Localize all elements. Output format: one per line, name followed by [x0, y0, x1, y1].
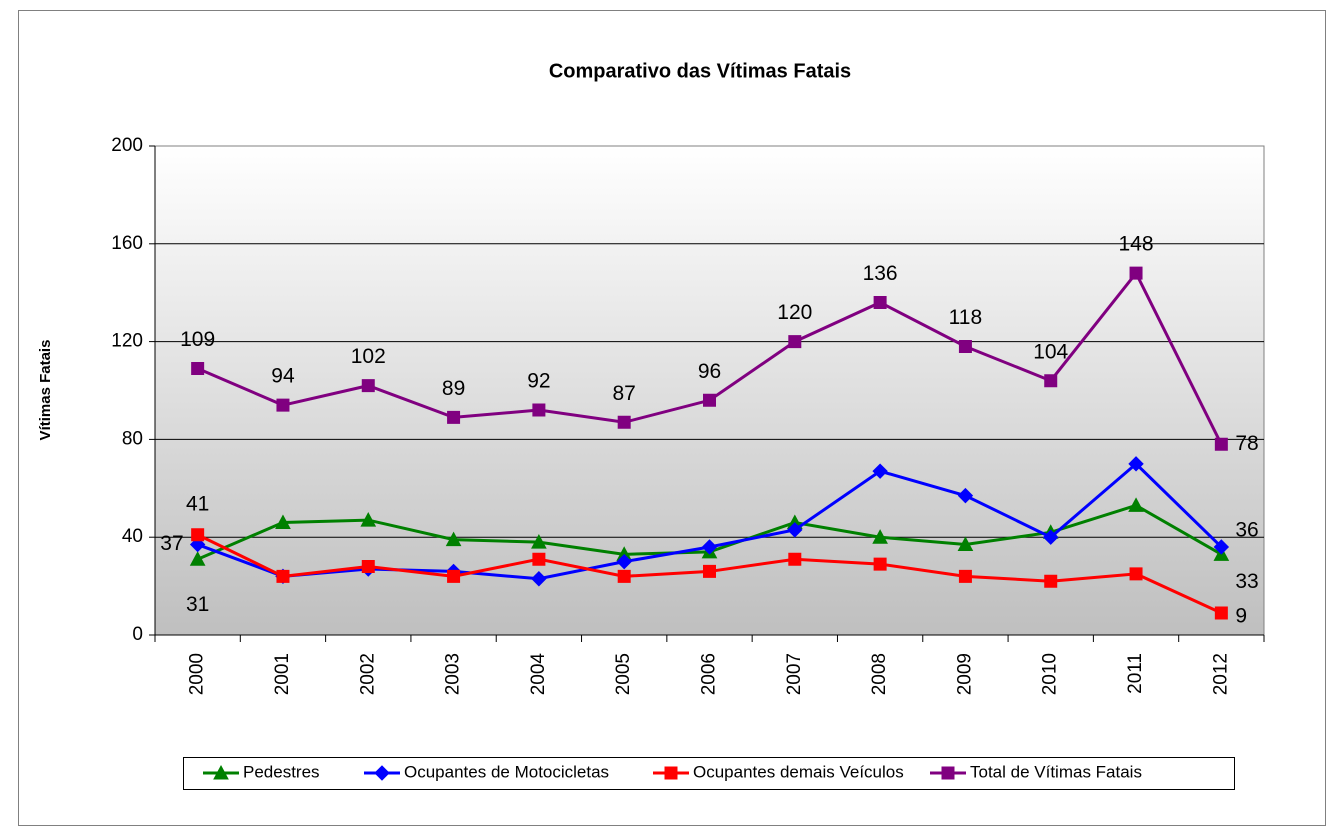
marker: [872, 463, 888, 479]
x-tick-label: 2002: [357, 653, 378, 695]
marker: [957, 487, 974, 504]
legend-label: Pedestres: [243, 762, 320, 781]
data-label: 109: [180, 328, 215, 351]
legend-label: Ocupantes demais Veículos: [693, 762, 904, 781]
x-tick-label: 2005: [613, 653, 634, 695]
marker: [703, 564, 716, 578]
marker: [189, 551, 206, 566]
data-label: 120: [777, 301, 812, 324]
data-label: 78: [1235, 432, 1258, 455]
marker: [276, 398, 290, 412]
marker: [1043, 529, 1059, 545]
y-tick-label: 0: [132, 624, 143, 645]
legend-item: Ocupantes demais Veículos: [653, 762, 904, 781]
marker: [374, 765, 390, 781]
y-axis-label: Vítimas Fatais: [37, 340, 54, 441]
y-tick-label: 120: [111, 331, 143, 352]
marker: [531, 571, 547, 587]
legend-label: Total de Vítimas Fatais: [970, 762, 1142, 781]
marker: [958, 339, 972, 353]
marker: [445, 531, 462, 547]
marker: [617, 415, 631, 429]
x-tick-label: 2001: [272, 653, 293, 695]
marker: [276, 569, 290, 583]
legend-item: Pedestres: [203, 762, 320, 781]
marker: [616, 553, 632, 570]
marker: [1213, 539, 1230, 555]
marker: [941, 766, 955, 780]
data-label: 136: [863, 262, 898, 285]
marker: [531, 534, 547, 549]
data-label: 37: [160, 532, 183, 555]
legend-item: Ocupantes de Motocicletas: [364, 762, 609, 781]
marker: [1214, 437, 1228, 451]
marker: [873, 295, 887, 309]
data-label: 148: [1119, 233, 1154, 256]
marker: [275, 514, 291, 530]
data-label: 96: [698, 360, 721, 383]
data-label: 89: [442, 377, 465, 400]
y-tick-label: 80: [122, 428, 143, 449]
marker: [1044, 374, 1058, 388]
marker: [1129, 567, 1143, 581]
marker: [701, 539, 718, 555]
x-tick-label: 2010: [1040, 653, 1061, 695]
x-tick-label: 2012: [1210, 653, 1231, 695]
marker: [1128, 456, 1144, 472]
legend: [183, 757, 1235, 790]
marker: [787, 522, 803, 538]
x-tick-label: 2003: [443, 653, 464, 695]
marker: [361, 379, 375, 393]
marker: [1128, 497, 1144, 512]
data-label: 118: [949, 306, 982, 329]
data-label: 94: [271, 365, 295, 388]
data-label: 41: [186, 492, 209, 515]
marker: [957, 536, 974, 552]
x-tick-label: 2004: [528, 653, 549, 696]
marker: [617, 569, 631, 583]
data-label: 104: [1033, 340, 1068, 363]
marker: [873, 557, 887, 571]
marker: [447, 569, 461, 583]
data-label: 92: [527, 370, 550, 393]
marker: [664, 766, 678, 780]
data-label: 9: [1235, 605, 1247, 628]
data-label: 87: [613, 382, 636, 405]
x-tick-label: 2011: [1125, 653, 1146, 694]
chart-title: Comparativo das Vítimas Fatais: [549, 60, 851, 82]
data-label: 33: [1235, 570, 1258, 593]
x-tick-label: 2006: [699, 653, 720, 695]
marker: [361, 560, 375, 574]
marker: [532, 552, 546, 566]
y-tick-label: 200: [111, 135, 143, 156]
marker: [872, 529, 888, 544]
marker: [213, 764, 229, 780]
y-tick-label: 40: [122, 526, 143, 547]
marker: [958, 569, 972, 583]
marker: [1129, 266, 1143, 280]
marker: [703, 393, 716, 407]
marker: [788, 552, 802, 566]
x-tick-label: 2009: [954, 653, 975, 695]
plot-area: [154, 145, 1265, 636]
x-tick-label: 2008: [869, 653, 890, 695]
data-label: 31: [186, 593, 209, 616]
marker: [191, 528, 205, 542]
data-label: 102: [351, 345, 386, 368]
marker: [1044, 574, 1058, 588]
marker: [1214, 606, 1228, 620]
marker: [191, 361, 205, 375]
marker: [447, 410, 461, 424]
marker: [532, 403, 546, 417]
legend-item: Total de Vítimas Fatais: [930, 762, 1142, 781]
x-tick-label: 2000: [187, 653, 208, 695]
x-tick-label: 2007: [784, 653, 805, 695]
marker: [360, 512, 377, 527]
data-label: 36: [1235, 519, 1258, 542]
y-tick-label: 160: [111, 233, 143, 254]
legend-label: Ocupantes de Motocicletas: [404, 762, 609, 781]
marker: [788, 335, 802, 349]
